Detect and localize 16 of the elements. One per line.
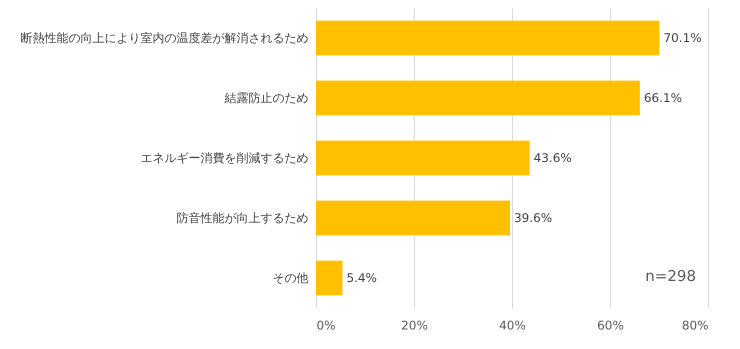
data-label: 39.6% <box>514 211 552 225</box>
data-label: 5.4% <box>346 271 377 285</box>
x-tick-label: 80% <box>682 318 708 332</box>
data-label: 70.1% <box>663 31 702 45</box>
data-label: 43.6% <box>534 151 572 165</box>
x-tick-label: 40% <box>499 318 526 332</box>
x-tick-label: 20% <box>401 318 428 332</box>
y-tick-label: 結露防止のため <box>224 91 308 105</box>
y-tick-label: その他 <box>272 271 308 285</box>
data-label: 66.1% <box>644 91 682 105</box>
x-tick-label: 60% <box>597 318 624 332</box>
annotation: n=298 <box>645 267 696 285</box>
y-tick-label: 防音性能が向上するため <box>176 211 308 225</box>
x-tick-label: 0% <box>316 318 336 332</box>
y-tick-label: エネルギー消費を削減するため <box>140 151 308 165</box>
y-tick-label: 断熱性能の向上により室内の温度差が解消されるため <box>20 31 308 45</box>
